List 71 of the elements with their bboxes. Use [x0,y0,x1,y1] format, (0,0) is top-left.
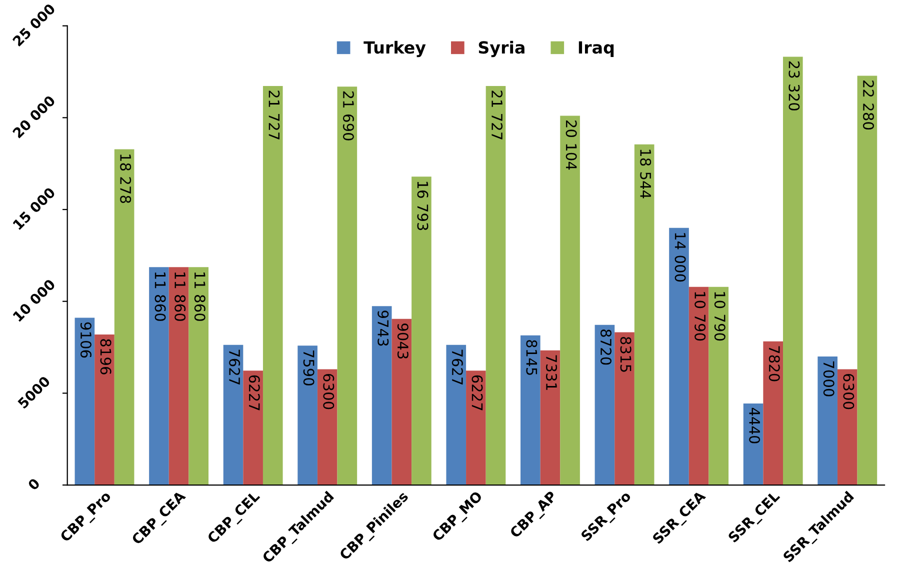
bar [168,267,189,486]
bar [688,286,709,486]
data-label: 6300 [323,374,334,410]
bar [317,369,338,486]
data-label: 20 104 [566,120,577,170]
data-label: 11 860 [154,272,166,321]
data-label: 21 727 [268,90,280,140]
bar [94,334,114,486]
bar [743,403,764,486]
data-label: 8145 [526,340,538,375]
data-label: 18 278 [120,154,132,204]
bar [634,144,654,486]
bar [466,370,486,486]
data-label: 7820 [768,346,780,382]
bar [243,370,263,486]
bar [708,286,729,486]
bar [560,116,580,486]
data-label: 7331 [546,355,558,390]
y-tick-label: 0 [27,478,41,491]
data-label: 8720 [600,330,612,365]
bar [783,56,803,486]
data-label: 4440 [749,408,760,444]
data-label: 9743 [378,310,389,346]
bar [540,350,560,486]
bar [149,267,169,486]
data-label: 6227 [472,375,483,410]
data-label: 11 860 [194,272,206,321]
bar [412,176,432,486]
bar [223,344,244,486]
legend-label: Iraq [578,41,614,57]
legend-label: Turkey [364,40,426,58]
bar [74,318,95,486]
data-label: 16 793 [417,182,428,230]
data-label: 7627 [229,350,240,384]
data-label: 9106 [80,322,92,358]
bar [669,228,689,486]
data-label: 21 690 [342,91,354,140]
bar [594,324,615,486]
bar [614,332,634,486]
bar [188,267,208,486]
data-label: 11 860 [174,272,186,321]
y-tick-label: 20 000 [12,94,56,139]
bar [114,149,134,486]
legend-label: Syria [478,40,524,58]
data-label: 22 280 [862,80,874,130]
data-label: 8315 [620,336,632,372]
data-label: 10 790 [694,292,706,341]
bar [486,86,506,486]
data-label: 6227 [248,375,260,410]
data-label: 7000 [823,361,834,396]
bar [372,306,392,486]
bar [520,335,540,486]
data-label: 18 544 [640,150,652,198]
data-label: 23 320 [788,61,800,110]
bar [298,346,318,486]
bar [763,341,783,486]
data-label: 9043 [397,324,408,359]
bar [446,344,466,486]
data-label: 7590 [303,350,314,386]
data-label: 21 727 [492,90,503,140]
data-label: 8196 [100,339,112,374]
bar [837,369,858,486]
bar [857,76,878,486]
bar [262,86,283,486]
bar [818,356,838,486]
data-label: 14 000 [674,233,686,282]
data-label: 10 790 [714,292,726,341]
bar [392,318,412,486]
bar [337,86,358,486]
data-label: 6300 [843,374,854,410]
data-label: 7627 [452,350,463,384]
